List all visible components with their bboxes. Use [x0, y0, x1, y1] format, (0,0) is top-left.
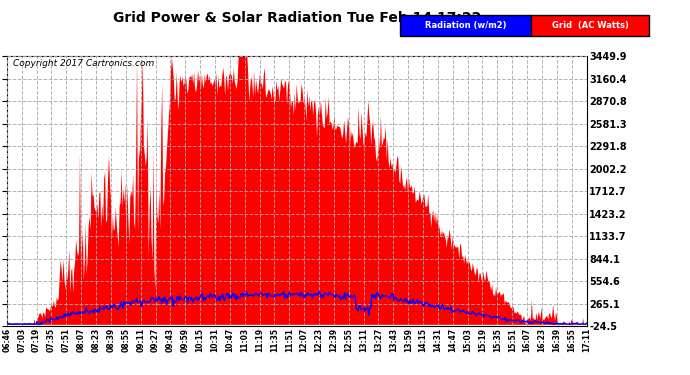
Text: Copyright 2017 Cartronics.com: Copyright 2017 Cartronics.com	[12, 59, 154, 68]
Text: Grid  (AC Watts): Grid (AC Watts)	[551, 21, 629, 30]
Text: Radiation (w/m2): Radiation (w/m2)	[425, 21, 506, 30]
Text: Grid Power & Solar Radiation Tue Feb 14 17:22: Grid Power & Solar Radiation Tue Feb 14 …	[112, 11, 481, 25]
